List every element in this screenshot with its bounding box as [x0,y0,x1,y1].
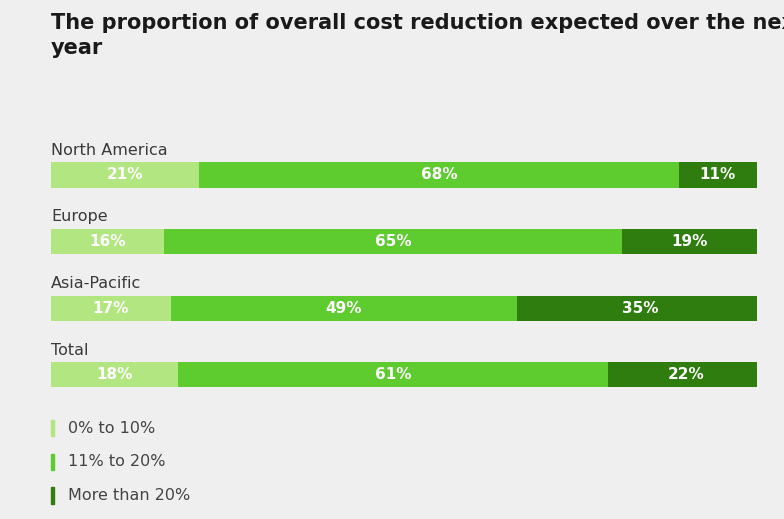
Bar [608,362,764,388]
Text: 17%: 17% [93,301,129,316]
Text: 0% to 10%: 0% to 10% [68,421,155,435]
Text: The proportion of overall cost reduction expected over the next
year: The proportion of overall cost reduction… [51,13,784,58]
Text: Total: Total [51,343,89,358]
Bar [51,362,178,388]
Text: 11% to 20%: 11% to 20% [68,455,165,469]
Bar [622,229,757,254]
Text: 19%: 19% [671,234,708,249]
Text: North America: North America [51,143,168,158]
Text: 49%: 49% [325,301,362,316]
Bar [51,295,171,321]
Text: 68%: 68% [421,168,457,182]
Text: 21%: 21% [107,168,143,182]
Text: 16%: 16% [89,234,125,249]
Text: More than 20%: More than 20% [68,488,191,503]
Text: Europe: Europe [51,209,107,224]
Bar [51,229,164,254]
Text: 61%: 61% [375,367,412,383]
Bar [199,162,679,187]
Text: 35%: 35% [622,301,659,316]
Text: 22%: 22% [668,367,704,383]
Bar [51,162,199,187]
Text: 11%: 11% [699,168,736,182]
Bar [679,162,757,187]
Text: Asia-Pacific: Asia-Pacific [51,276,141,291]
Text: 65%: 65% [375,234,412,249]
Bar [178,362,608,388]
Bar [164,229,622,254]
Text: 18%: 18% [96,367,132,383]
Bar [517,295,764,321]
Bar [171,295,517,321]
